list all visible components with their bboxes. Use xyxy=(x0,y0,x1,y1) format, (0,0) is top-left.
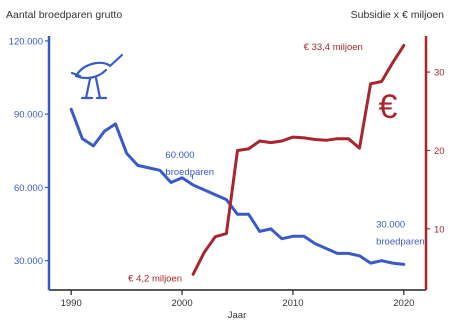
y-right-tick-label: 10 xyxy=(434,224,445,235)
y-left-axis-ticks: 120.000 90.000 60.000 30.000 xyxy=(9,36,49,267)
series-line-broedparen xyxy=(69,107,406,266)
annotation-layer: 60.000 broedparen 30.000 broedparen € 33,4 m… xyxy=(128,42,425,284)
annotation-label: € 4,2 miljoen xyxy=(128,273,182,284)
y-right-axis-ticks: 30 20 10 xyxy=(426,68,445,235)
x-axis-title: Jaar xyxy=(228,310,246,321)
annotation-label: broedparen xyxy=(376,237,425,248)
annotation-label: 30.000 xyxy=(376,220,405,231)
annotation-label: € 33,4 miljoen xyxy=(304,42,363,53)
euro-icon: € xyxy=(379,88,398,126)
grutto-bird-icon xyxy=(70,53,124,100)
series-line-subsidie xyxy=(191,43,406,276)
x-tick-label: 2000 xyxy=(171,298,192,309)
annotation-label: broedparen xyxy=(165,167,214,178)
x-tick-label: 2010 xyxy=(282,298,303,309)
y-left-axis-title: Aantal broedparen grutto xyxy=(6,9,122,21)
y-left-tick-label: 60.000 xyxy=(14,183,43,194)
y-left-tick-label: 120.000 xyxy=(9,36,43,47)
x-tick-label: 1990 xyxy=(61,298,82,309)
y-right-tick-label: 30 xyxy=(434,68,445,79)
y-right-tick-label: 20 xyxy=(434,146,445,157)
series-layer xyxy=(69,43,406,276)
x-tick-label: 2020 xyxy=(393,298,414,309)
annotation-label: 60.000 xyxy=(165,150,194,161)
y-left-tick-label: 90.000 xyxy=(14,110,43,121)
y-right-axis-title: Subsidie x € miljoen xyxy=(351,9,445,21)
y-left-tick-label: 30.000 xyxy=(14,256,43,267)
x-axis-ticks: 1990 2000 2010 2020 xyxy=(61,290,414,309)
